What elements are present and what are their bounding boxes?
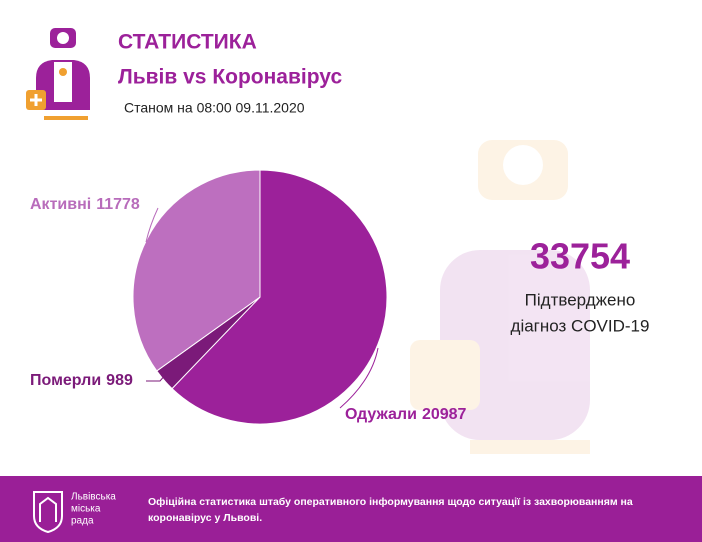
subtitle: Львів vs Коронавірус (118, 66, 342, 89)
leader-line (146, 373, 167, 382)
slice-label: Померли 989 (30, 372, 133, 389)
confirmed-label: Підтверджено (525, 290, 636, 309)
logo-text: Львівська (71, 492, 116, 503)
pie-slice (171, 169, 388, 425)
date: Станом на 08:00 09.11.2020 (124, 100, 305, 116)
watermark-icon (410, 140, 590, 454)
pie-chart: Одужали 20987 Померли 989 Активні 11778 (30, 169, 467, 425)
confirmed-value: 33754 (530, 236, 630, 277)
logo-text: рада (71, 516, 94, 527)
slice-value: 11778 (96, 196, 140, 213)
footer-text: Офіційна статистика штабу оперативного і… (148, 496, 633, 508)
title: СТАТИСТИКА (118, 31, 257, 54)
footer-text: коронавірус у Львові. (148, 512, 262, 524)
footer-logo (33, 491, 63, 534)
confirmed-label: діагноз COVID-19 (511, 316, 650, 335)
slice-category: Одужали (345, 406, 417, 423)
leader-line (145, 207, 159, 243)
slice-category: Активні (30, 196, 91, 213)
slice-label: Одужали 20987 (345, 406, 467, 423)
leader-line (339, 347, 379, 409)
footer-bar (0, 476, 702, 542)
slice-value: 20987 (422, 406, 467, 423)
slice-value: 989 (106, 372, 133, 389)
logo-text: міська (71, 504, 101, 515)
slice-category: Померли (30, 372, 101, 389)
slice-label: Активні 11778 (30, 196, 140, 213)
header-icon (26, 28, 90, 120)
